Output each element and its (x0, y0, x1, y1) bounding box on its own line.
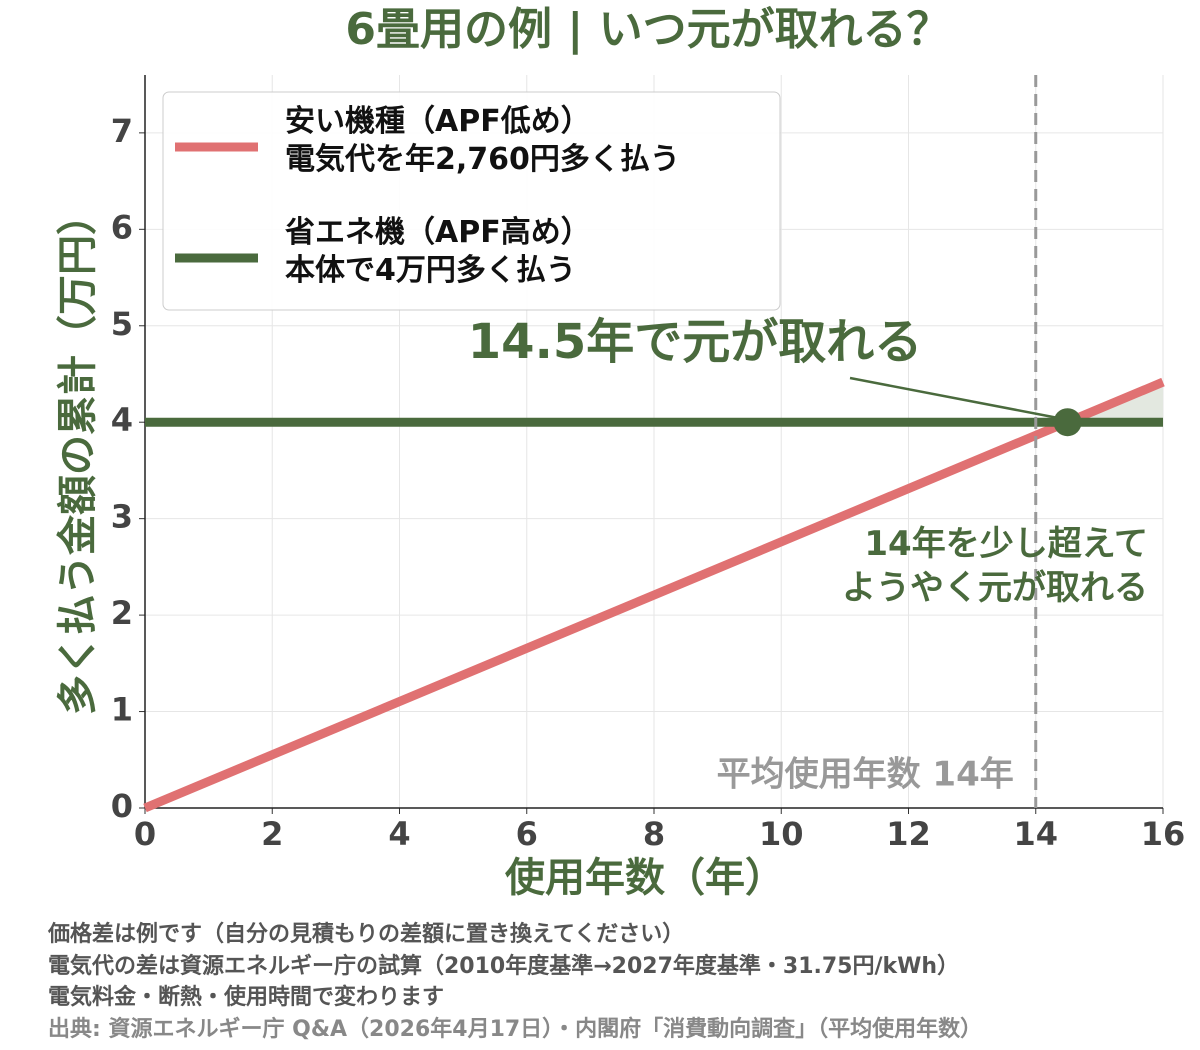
y-tick-label: 1 (111, 691, 133, 729)
x-tick-label: 8 (643, 815, 665, 853)
legend-box (162, 91, 781, 311)
y-tick-label: 5 (111, 305, 133, 343)
x-tick-label: 4 (388, 815, 410, 853)
x-axis-label: 使用年数（年） (505, 855, 785, 901)
crossover-label: 14.5年で元が取れる (468, 314, 922, 370)
note: 電気代の差は資源エネルギー庁の試算（2010年度基準→2027年度基準・31.7… (48, 954, 960, 979)
x-tick-label: 0 (134, 815, 156, 853)
x-tick-label: 2 (261, 815, 283, 853)
reference-label: 平均使用年数 14年 (717, 755, 1014, 795)
y-tick-label: 2 (111, 594, 133, 632)
y-tick-label: 0 (111, 787, 133, 825)
annotation: 14年を少し超えて ようやく元が取れる (842, 524, 1148, 608)
x-tick-label: 12 (886, 815, 931, 853)
note: 電気料金・断熱・使用時間で変わります (48, 985, 445, 1010)
line-series (143, 377, 1165, 813)
note: 価格差は例です（自分の見積もりの差額に置き換えてください） (48, 922, 685, 947)
y-tick-label: 7 (111, 112, 133, 150)
y-tick-label: 3 (111, 498, 133, 536)
x-tick-label: 16 (1141, 815, 1186, 853)
x-tick-label: 10 (759, 815, 804, 853)
annotation-arrow (849, 376, 1060, 420)
x-tick-label: 14 (1013, 815, 1058, 853)
legend-label: 安い機種（APF低め） 電気代を年2,760円多く払う (285, 104, 680, 177)
y-axis-label: 多く払う金額の累計（万円） (55, 195, 101, 715)
x-tick-label: 6 (516, 815, 538, 853)
note: 出典: 資源エネルギー庁 Q&A（2026年4月17日）・内閣府「消費動向調査」… (48, 1017, 983, 1042)
chart-title: 6畳用の例 | いつ元が取れる？ (345, 4, 950, 55)
legend-label: 省エネ機（APF高め） 本体で4万円多く払う (285, 215, 591, 288)
crossover-point (1053, 408, 1082, 437)
y-tick-label: 6 (111, 208, 133, 246)
y-tick-label: 4 (111, 401, 133, 439)
